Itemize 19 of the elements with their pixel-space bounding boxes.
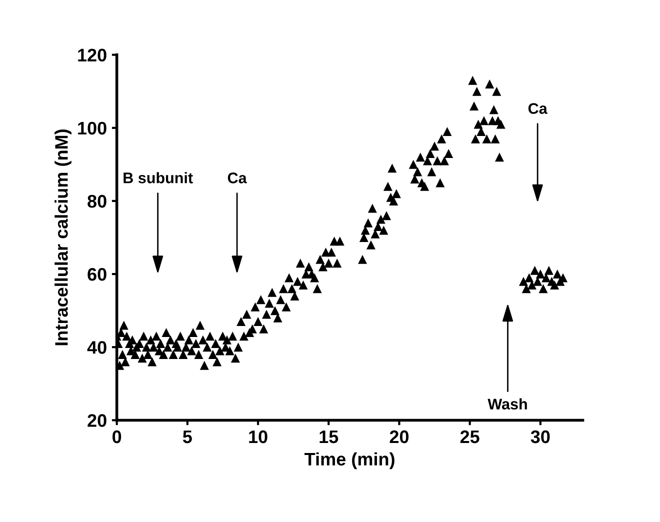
annotation: Wash [488,398,527,410]
y-tick-label: 100 [78,122,106,135]
annotation: Ca [528,103,548,114]
x-tick-label: 5 [182,430,192,444]
x-tick-label: 15 [320,430,338,444]
y-tick-label: 60 [88,268,106,281]
x-tick-label: 10 [249,430,268,444]
x-tick-label: 25 [460,430,480,444]
y-tick-label: 20 [88,414,106,427]
y-axis-title: Intracellular calcium (nM) [54,130,72,346]
y-tick-label: 120 [78,48,106,62]
x-tick-label: 20 [390,430,409,444]
x-tick-label: 30 [530,430,550,444]
y-tick-label: 40 [87,341,106,354]
x-axis-title: Time (min) [304,452,394,470]
annotation: B subunit [124,172,193,184]
y-tick-label: 80 [88,194,106,208]
x-tick-label: 0 [112,430,122,444]
annotation: Ca [228,172,247,184]
